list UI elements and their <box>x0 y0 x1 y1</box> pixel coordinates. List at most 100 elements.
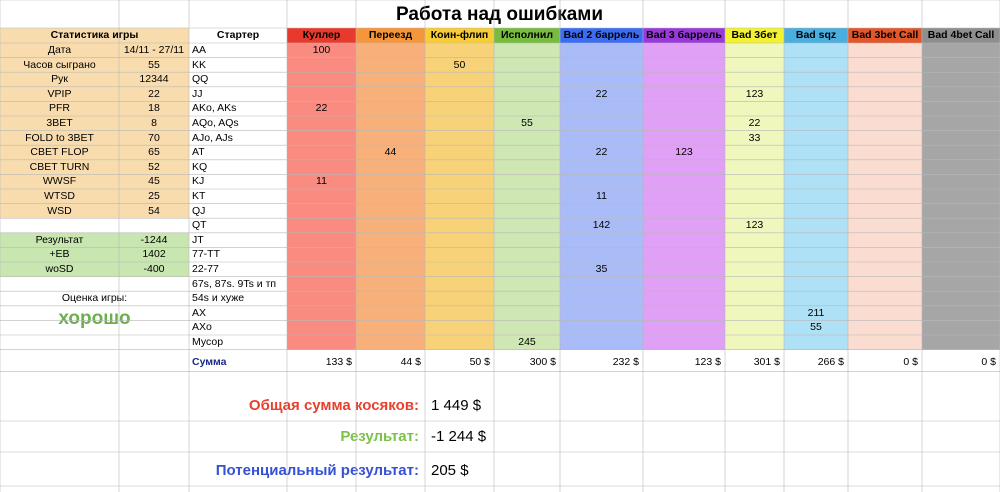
value-cell[interactable] <box>287 145 356 160</box>
value-cell[interactable] <box>425 131 494 146</box>
value-cell[interactable] <box>425 160 494 175</box>
value-cell[interactable] <box>425 291 494 306</box>
value-cell[interactable] <box>287 277 356 292</box>
column-header[interactable]: Bad 2 баррель <box>560 28 643 43</box>
value-cell[interactable] <box>356 116 425 131</box>
value-cell[interactable]: 211 <box>807 306 825 319</box>
starter-name[interactable]: 22-77 <box>192 263 219 276</box>
value-cell[interactable] <box>425 116 494 131</box>
sum-cell[interactable]: 232 $ <box>612 356 639 369</box>
sum-cell[interactable]: 300 $ <box>529 356 556 369</box>
value-cell[interactable] <box>356 306 425 321</box>
value-cell[interactable] <box>922 262 1000 277</box>
value-cell[interactable] <box>784 189 848 204</box>
value-cell[interactable]: 22 <box>315 102 328 115</box>
value-cell[interactable] <box>494 277 560 292</box>
value-cell[interactable] <box>922 43 1000 58</box>
starter-name[interactable]: AX <box>192 306 207 319</box>
value-cell[interactable]: 142 <box>592 219 611 232</box>
value-cell[interactable] <box>784 247 848 262</box>
value-cell[interactable]: 55 <box>521 117 533 130</box>
value-cell[interactable] <box>287 335 356 350</box>
value-cell[interactable]: 123 <box>745 219 764 232</box>
stat-label[interactable]: WTSD <box>0 189 119 204</box>
starter-name[interactable]: KJ <box>192 175 205 188</box>
starter-name[interactable]: Мусор <box>192 336 224 349</box>
value-cell[interactable] <box>784 43 848 58</box>
value-cell[interactable] <box>425 43 494 58</box>
summary-value[interactable]: -1 244 $ <box>431 427 487 445</box>
value-cell[interactable] <box>356 43 425 58</box>
value-cell[interactable] <box>922 131 1000 146</box>
value-cell[interactable] <box>784 160 848 175</box>
value-cell[interactable] <box>643 58 725 73</box>
stat-label[interactable]: WSD <box>0 203 119 219</box>
value-cell[interactable]: 50 <box>453 58 466 71</box>
value-cell[interactable] <box>922 306 1000 321</box>
value-cell[interactable] <box>560 131 643 146</box>
value-cell[interactable] <box>425 277 494 292</box>
value-cell[interactable]: 245 <box>518 336 536 349</box>
value-cell[interactable] <box>287 131 356 146</box>
value-cell[interactable] <box>356 174 425 189</box>
value-cell[interactable] <box>425 218 494 233</box>
value-cell[interactable] <box>494 262 560 277</box>
value-cell[interactable] <box>725 189 784 204</box>
stat-label[interactable]: WWSF <box>0 174 119 189</box>
value-cell[interactable] <box>922 189 1000 204</box>
value-cell[interactable] <box>356 189 425 204</box>
column-header[interactable]: Bad 3бет <box>725 28 784 43</box>
starter-name[interactable]: KT <box>192 190 206 203</box>
value-cell[interactable] <box>560 320 643 335</box>
value-cell[interactable] <box>356 262 425 277</box>
starter-name[interactable]: AA <box>192 44 207 57</box>
value-cell[interactable] <box>848 174 922 189</box>
value-cell[interactable] <box>494 218 560 233</box>
value-cell[interactable] <box>922 174 1000 189</box>
value-cell[interactable] <box>848 101 922 116</box>
result-value[interactable]: -400 <box>119 262 189 277</box>
value-cell[interactable]: 22 <box>595 87 608 100</box>
value-cell[interactable] <box>922 116 1000 131</box>
value-cell[interactable] <box>560 233 643 248</box>
value-cell[interactable] <box>287 320 356 335</box>
stat-value[interactable]: 52 <box>119 159 189 175</box>
value-cell[interactable] <box>922 247 1000 262</box>
value-cell[interactable] <box>356 335 425 350</box>
value-cell[interactable] <box>848 277 922 292</box>
value-cell[interactable] <box>784 58 848 73</box>
result-value[interactable]: 1402 <box>119 247 189 262</box>
value-cell[interactable] <box>287 233 356 248</box>
value-cell[interactable] <box>560 174 643 189</box>
stat-label[interactable]: FOLD to 3BET <box>0 130 119 146</box>
value-cell[interactable] <box>922 58 1000 73</box>
starter-name[interactable]: 54s и хуже <box>192 292 245 305</box>
column-header[interactable]: Bad 4bet Call <box>922 28 1000 43</box>
value-cell[interactable] <box>848 262 922 277</box>
value-cell[interactable]: 55 <box>810 321 822 334</box>
value-cell[interactable] <box>287 160 356 175</box>
value-cell[interactable] <box>560 116 643 131</box>
sum-cell[interactable]: 0 $ <box>981 356 996 369</box>
value-cell[interactable] <box>922 277 1000 292</box>
value-cell[interactable] <box>494 43 560 58</box>
starter-name[interactable]: AKo, AKs <box>192 102 237 115</box>
value-cell[interactable] <box>848 160 922 175</box>
value-cell[interactable] <box>725 335 784 350</box>
value-cell[interactable] <box>643 189 725 204</box>
value-cell[interactable] <box>356 320 425 335</box>
value-cell[interactable] <box>287 218 356 233</box>
value-cell[interactable] <box>725 247 784 262</box>
value-cell[interactable] <box>494 160 560 175</box>
stat-value[interactable]: 12344 <box>119 72 189 87</box>
value-cell[interactable] <box>356 233 425 248</box>
value-cell[interactable] <box>848 247 922 262</box>
value-cell[interactable] <box>643 277 725 292</box>
value-cell[interactable] <box>643 320 725 335</box>
value-cell[interactable] <box>643 335 725 350</box>
value-cell[interactable] <box>560 306 643 321</box>
value-cell[interactable] <box>494 145 560 160</box>
stat-label[interactable]: Рук <box>0 72 119 87</box>
value-cell[interactable]: 123 <box>745 87 764 100</box>
value-cell[interactable] <box>425 262 494 277</box>
